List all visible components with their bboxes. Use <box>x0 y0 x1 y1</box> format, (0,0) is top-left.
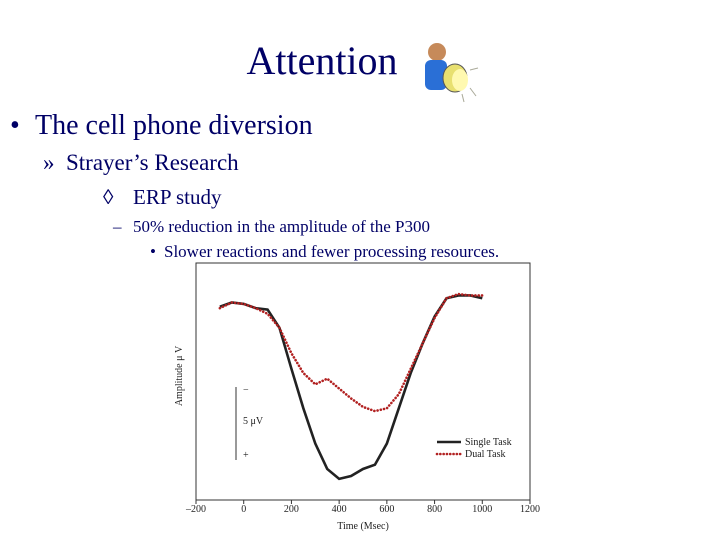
x-tick-label: 1000 <box>472 504 492 515</box>
bullet-text: The cell phone diversion <box>35 110 313 141</box>
scale-top: − <box>243 385 249 396</box>
scale-label: 5 μV <box>243 416 264 427</box>
plot-frame <box>195 262 531 501</box>
x-axis-label: Time (Msec) <box>337 521 389 532</box>
x-tick-label: 800 <box>427 504 442 515</box>
x-tick-label: –200 <box>185 504 206 515</box>
slide-title: Attention <box>246 38 397 83</box>
legend-label: Dual Task <box>465 449 506 460</box>
bullet-marker: • <box>150 242 156 261</box>
x-tick-label: 1200 <box>520 504 540 515</box>
series-line <box>218 292 484 413</box>
bullet-marker: • <box>10 110 20 141</box>
bullet-marker: » <box>43 150 55 175</box>
x-tick-label: 600 <box>379 504 394 515</box>
bullet-text: Strayer’s Research <box>66 150 239 175</box>
bullet-marker: – <box>112 217 122 236</box>
scale-bottom: + <box>243 450 249 461</box>
x-tick-label: 0 <box>241 504 246 515</box>
x-tick-label: 200 <box>284 504 299 515</box>
y-axis-label: Amplitude μ V <box>174 345 185 406</box>
legend-label: Single Task <box>465 437 512 448</box>
bullet-text: ERP study <box>133 185 222 209</box>
bullet-text: 50% reduction in the amplitude of the P3… <box>133 217 430 236</box>
series-line <box>219 294 483 481</box>
x-tick-label: 400 <box>332 504 347 515</box>
bullet-marker: ◊ <box>103 185 114 209</box>
bullet-text: Slower reactions and fewer processing re… <box>164 242 499 261</box>
clip-art <box>425 43 479 103</box>
